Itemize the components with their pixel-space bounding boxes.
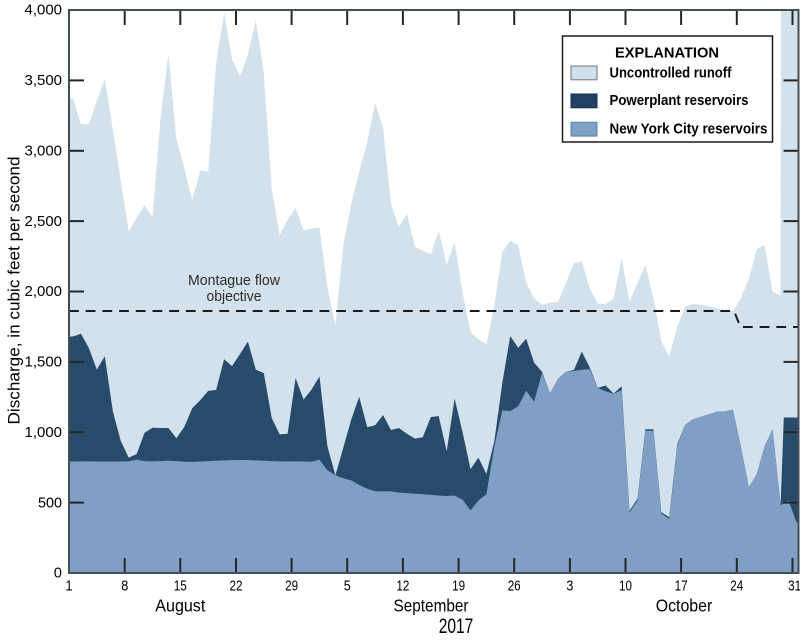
svg-text:17: 17 (675, 579, 688, 595)
svg-text:29: 29 (285, 579, 298, 595)
svg-text:Uncontrolled runoff: Uncontrolled runoff (610, 64, 733, 81)
svg-text:26: 26 (508, 579, 521, 595)
svg-text:1,500: 1,500 (25, 354, 63, 371)
svg-text:8: 8 (121, 579, 128, 595)
svg-text:Powerplant reservoirs: Powerplant reservoirs (610, 92, 749, 109)
svg-text:500: 500 (38, 494, 62, 511)
svg-text:12: 12 (396, 579, 409, 595)
svg-text:31: 31 (788, 579, 800, 595)
svg-text:2017: 2017 (439, 614, 474, 638)
svg-text:New York City reservoirs: New York City reservoirs (610, 120, 768, 137)
svg-text:3,000: 3,000 (25, 142, 63, 159)
svg-text:EXPLANATION: EXPLANATION (615, 45, 719, 62)
svg-text:3,500: 3,500 (25, 72, 63, 89)
svg-text:3: 3 (566, 579, 573, 595)
svg-text:1: 1 (66, 579, 73, 595)
svg-text:10: 10 (619, 579, 632, 595)
svg-text:objective: objective (207, 289, 262, 305)
svg-text:Discharge, in cubic feet per s: Discharge, in cubic feet per second (5, 157, 24, 425)
svg-text:1,000: 1,000 (25, 424, 63, 441)
svg-text:2,000: 2,000 (25, 283, 63, 300)
svg-text:22: 22 (230, 579, 243, 595)
svg-text:19: 19 (452, 579, 465, 595)
svg-text:2,500: 2,500 (25, 213, 63, 230)
svg-text:4,000: 4,000 (25, 2, 63, 19)
svg-text:15: 15 (174, 579, 187, 595)
svg-text:September: September (394, 596, 469, 616)
svg-text:August: August (155, 596, 205, 616)
svg-text:24: 24 (730, 579, 743, 595)
svg-text:5: 5 (344, 579, 351, 595)
svg-text:0: 0 (54, 565, 62, 582)
svg-text:October: October (656, 596, 713, 616)
svg-text:Montague flow: Montague flow (188, 273, 281, 289)
